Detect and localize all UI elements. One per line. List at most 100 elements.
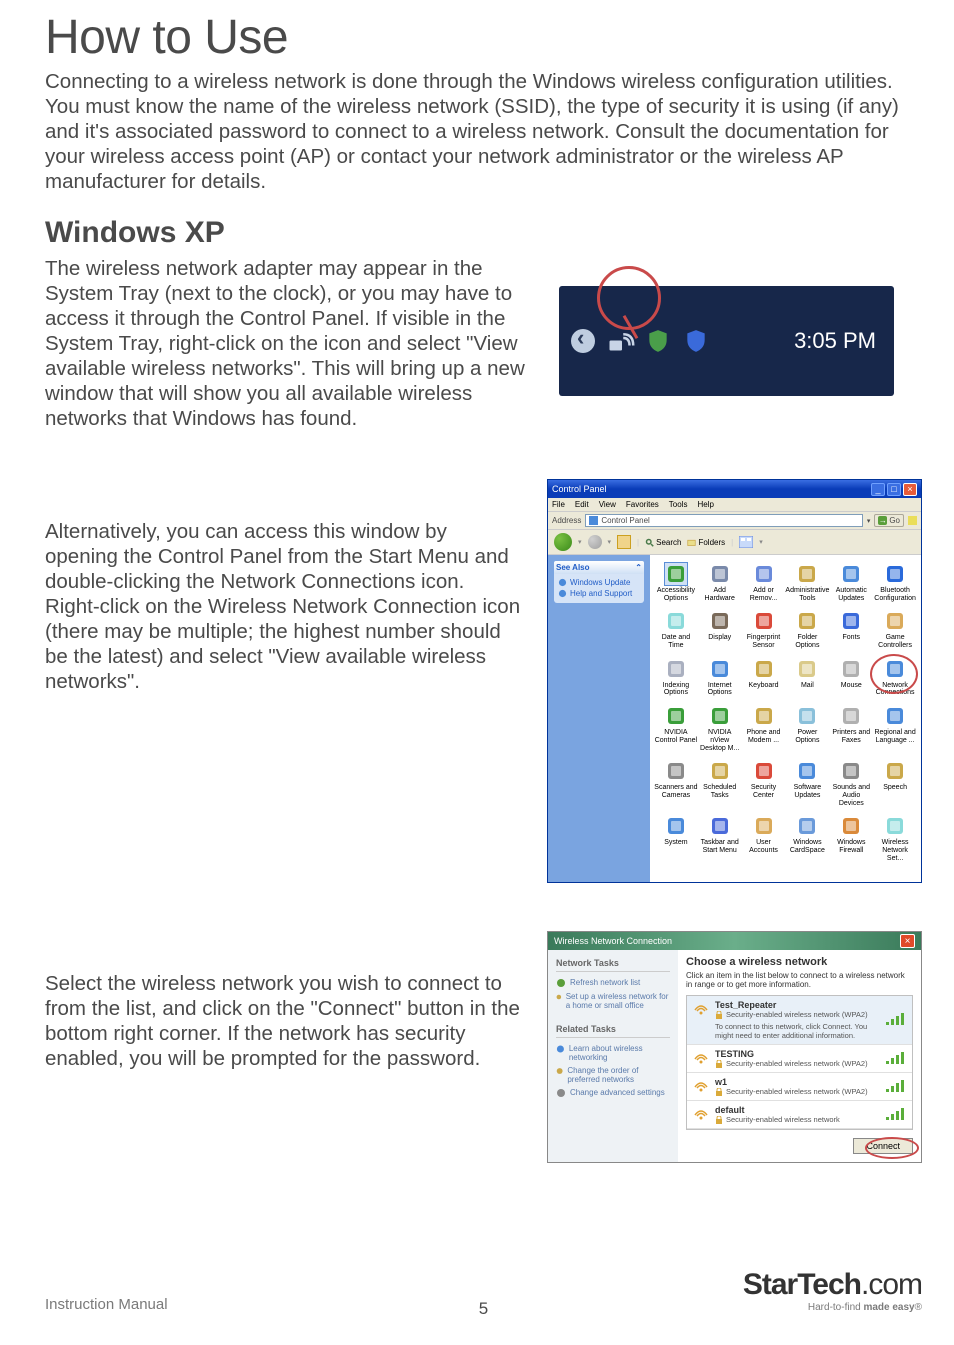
paragraph-control-panel: Alternatively, you can access this windo… — [45, 519, 523, 694]
maximize-button[interactable]: □ — [887, 483, 901, 496]
control-panel-item[interactable]: NVIDIA nView Desktop M... — [698, 705, 742, 752]
control-panel-item[interactable]: NVIDIA Control Panel — [654, 705, 698, 752]
sidebar-header-network-tasks: Network Tasks — [556, 958, 670, 972]
control-panel-item[interactable]: Mouse — [829, 658, 873, 697]
menubar: File Edit View Favorites Tools Help — [548, 498, 921, 511]
menu-item[interactable]: Edit — [575, 500, 589, 509]
menu-item[interactable]: Tools — [669, 500, 688, 509]
close-button[interactable]: × — [900, 934, 915, 948]
wireless-dialog-titlebar: Wireless Network Connection × — [548, 932, 921, 950]
control-panel-item[interactable]: Automatic Updates — [829, 563, 873, 602]
sidebar-link[interactable]: Help and Support — [558, 588, 640, 599]
wireless-main-panel: Choose a wireless network Click an item … — [678, 950, 921, 1162]
control-panel-item[interactable]: Administrative Tools — [785, 563, 829, 602]
control-panel-item[interactable]: Game Controllers — [873, 610, 917, 649]
control-panel-item[interactable]: Date and Time — [654, 610, 698, 649]
control-panel-item[interactable]: System — [654, 815, 698, 862]
tray-expand-icon[interactable] — [571, 329, 595, 353]
tagline-suffix: ® — [915, 1302, 922, 1313]
menu-item[interactable]: View — [599, 500, 616, 509]
wireless-sidebar-link[interactable]: Change the order of preferred networks — [556, 1064, 670, 1086]
address-field[interactable]: Control Panel — [585, 514, 862, 527]
wireless-sidebar-link[interactable]: Learn about wireless networking — [556, 1042, 670, 1064]
control-panel-item[interactable]: Display — [698, 610, 742, 649]
manual-label: Instruction Manual — [45, 1296, 168, 1313]
screenshot-system-tray: 3:05 PM — [559, 286, 894, 396]
control-panel-item[interactable]: Sounds and Audio Devices — [829, 760, 873, 807]
control-panel-item[interactable]: Folder Options — [785, 610, 829, 649]
page-title: How to Use — [45, 10, 922, 65]
control-panel-item[interactable]: Indexing Options — [654, 658, 698, 697]
control-panel-item[interactable]: Taskbar and Start Menu — [698, 815, 742, 862]
control-panel-item[interactable]: Phone and Modem ... — [742, 705, 786, 752]
network-security: Security-enabled wireless network (WPA2) — [715, 1010, 880, 1019]
control-panel-item[interactable]: Regional and Language ... — [873, 705, 917, 752]
menu-item[interactable]: File — [552, 500, 565, 509]
control-panel-item[interactable]: Printers and Faxes — [829, 705, 873, 752]
brand-logo: StarTech.com Hard-to-find made easy® — [743, 1270, 922, 1313]
control-panel-item[interactable]: Power Options — [785, 705, 829, 752]
wifi-tray-icon[interactable] — [607, 328, 633, 354]
control-panel-item[interactable]: Windows CardSpace — [785, 815, 829, 862]
menu-item[interactable]: Favorites — [626, 500, 659, 509]
wifi-signal-icon — [693, 1049, 709, 1067]
control-panel-item[interactable]: Windows Firewall — [829, 815, 873, 862]
brand-ext: .com — [861, 1268, 922, 1301]
control-panel-item[interactable]: Add or Remov... — [742, 563, 786, 602]
wireless-network-item[interactable]: Test_Repeater Security-enabled wireless … — [687, 996, 912, 1045]
choose-network-description: Click an item in the list below to conne… — [686, 971, 913, 989]
nav-up-button[interactable] — [617, 535, 631, 549]
search-button[interactable]: Search — [645, 538, 681, 547]
page-footer: Instruction Manual 5 StarTech.com Hard-t… — [45, 1270, 922, 1313]
address-bar: Address Control Panel ▾ →Go — [548, 511, 921, 530]
tagline-prefix: Hard-to-find — [808, 1302, 864, 1313]
shield-blue-icon[interactable] — [683, 328, 709, 354]
go-button[interactable]: →Go — [874, 514, 904, 527]
control-panel-item[interactable]: Software Updates — [785, 760, 829, 807]
control-panel-item[interactable]: Fingerprint Sensor — [742, 610, 786, 649]
control-panel-item[interactable]: Wireless Network Set... — [873, 815, 917, 862]
control-panel-item[interactable]: Accessibility Options — [654, 563, 698, 602]
folders-button[interactable]: Folders — [687, 538, 725, 547]
page-number: 5 — [479, 1299, 488, 1319]
wifi-signal-icon — [693, 1077, 709, 1095]
close-button[interactable]: × — [903, 483, 917, 496]
control-panel-item[interactable]: Keyboard — [742, 658, 786, 697]
nav-back-button[interactable] — [554, 533, 572, 551]
highlight-circle — [870, 654, 918, 694]
minimize-button[interactable]: _ — [871, 483, 885, 496]
control-panel-icon-grid: Accessibility OptionsAdd HardwareAdd or … — [650, 555, 921, 882]
intro-paragraph: Connecting to a wireless network is done… — [45, 69, 922, 194]
control-panel-item[interactable]: Scanners and Cameras — [654, 760, 698, 807]
wireless-network-item[interactable]: w1 Security-enabled wireless network (WP… — [687, 1073, 912, 1101]
screenshot-wireless-dialog: Wireless Network Connection × Network Ta… — [547, 931, 922, 1163]
wireless-sidebar-link[interactable]: Set up a wireless network for a home or … — [556, 990, 670, 1012]
menu-item[interactable]: Help — [697, 500, 713, 509]
network-security: Security-enabled wireless network (WPA2) — [715, 1059, 880, 1068]
view-button[interactable] — [739, 536, 753, 548]
control-panel-item[interactable]: Network Connections — [873, 658, 917, 697]
control-panel-item[interactable]: Mail — [785, 658, 829, 697]
control-panel-item[interactable]: User Accounts — [742, 815, 786, 862]
nav-forward-button[interactable] — [588, 535, 602, 549]
signal-bars-icon — [886, 1080, 906, 1094]
wireless-sidebar-link[interactable]: Change advanced settings — [556, 1086, 670, 1100]
wireless-network-item[interactable]: default Security-enabled wireless networ… — [687, 1101, 912, 1129]
control-panel-item[interactable]: Internet Options — [698, 658, 742, 697]
control-panel-item[interactable]: Security Center — [742, 760, 786, 807]
control-panel-item[interactable]: Fonts — [829, 610, 873, 649]
network-name: Test_Repeater — [715, 1000, 880, 1010]
wireless-dialog-title: Wireless Network Connection — [554, 936, 672, 946]
control-panel-item[interactable]: Add Hardware — [698, 563, 742, 602]
shield-green-icon[interactable] — [645, 328, 671, 354]
sidebar-link[interactable]: Windows Update — [558, 577, 640, 588]
control-panel-item[interactable]: Bluetooth Configuration — [873, 563, 917, 602]
control-panel-item[interactable]: Speech — [873, 760, 917, 807]
network-name: default — [715, 1105, 880, 1115]
wireless-sidebar-link[interactable]: Refresh network list — [556, 976, 670, 990]
control-panel-item[interactable]: Scheduled Tasks — [698, 760, 742, 807]
section-heading-windows-xp: Windows XP — [45, 216, 922, 250]
address-label: Address — [552, 516, 581, 525]
wireless-network-item[interactable]: TESTING Security-enabled wireless networ… — [687, 1045, 912, 1073]
network-name: w1 — [715, 1077, 880, 1087]
